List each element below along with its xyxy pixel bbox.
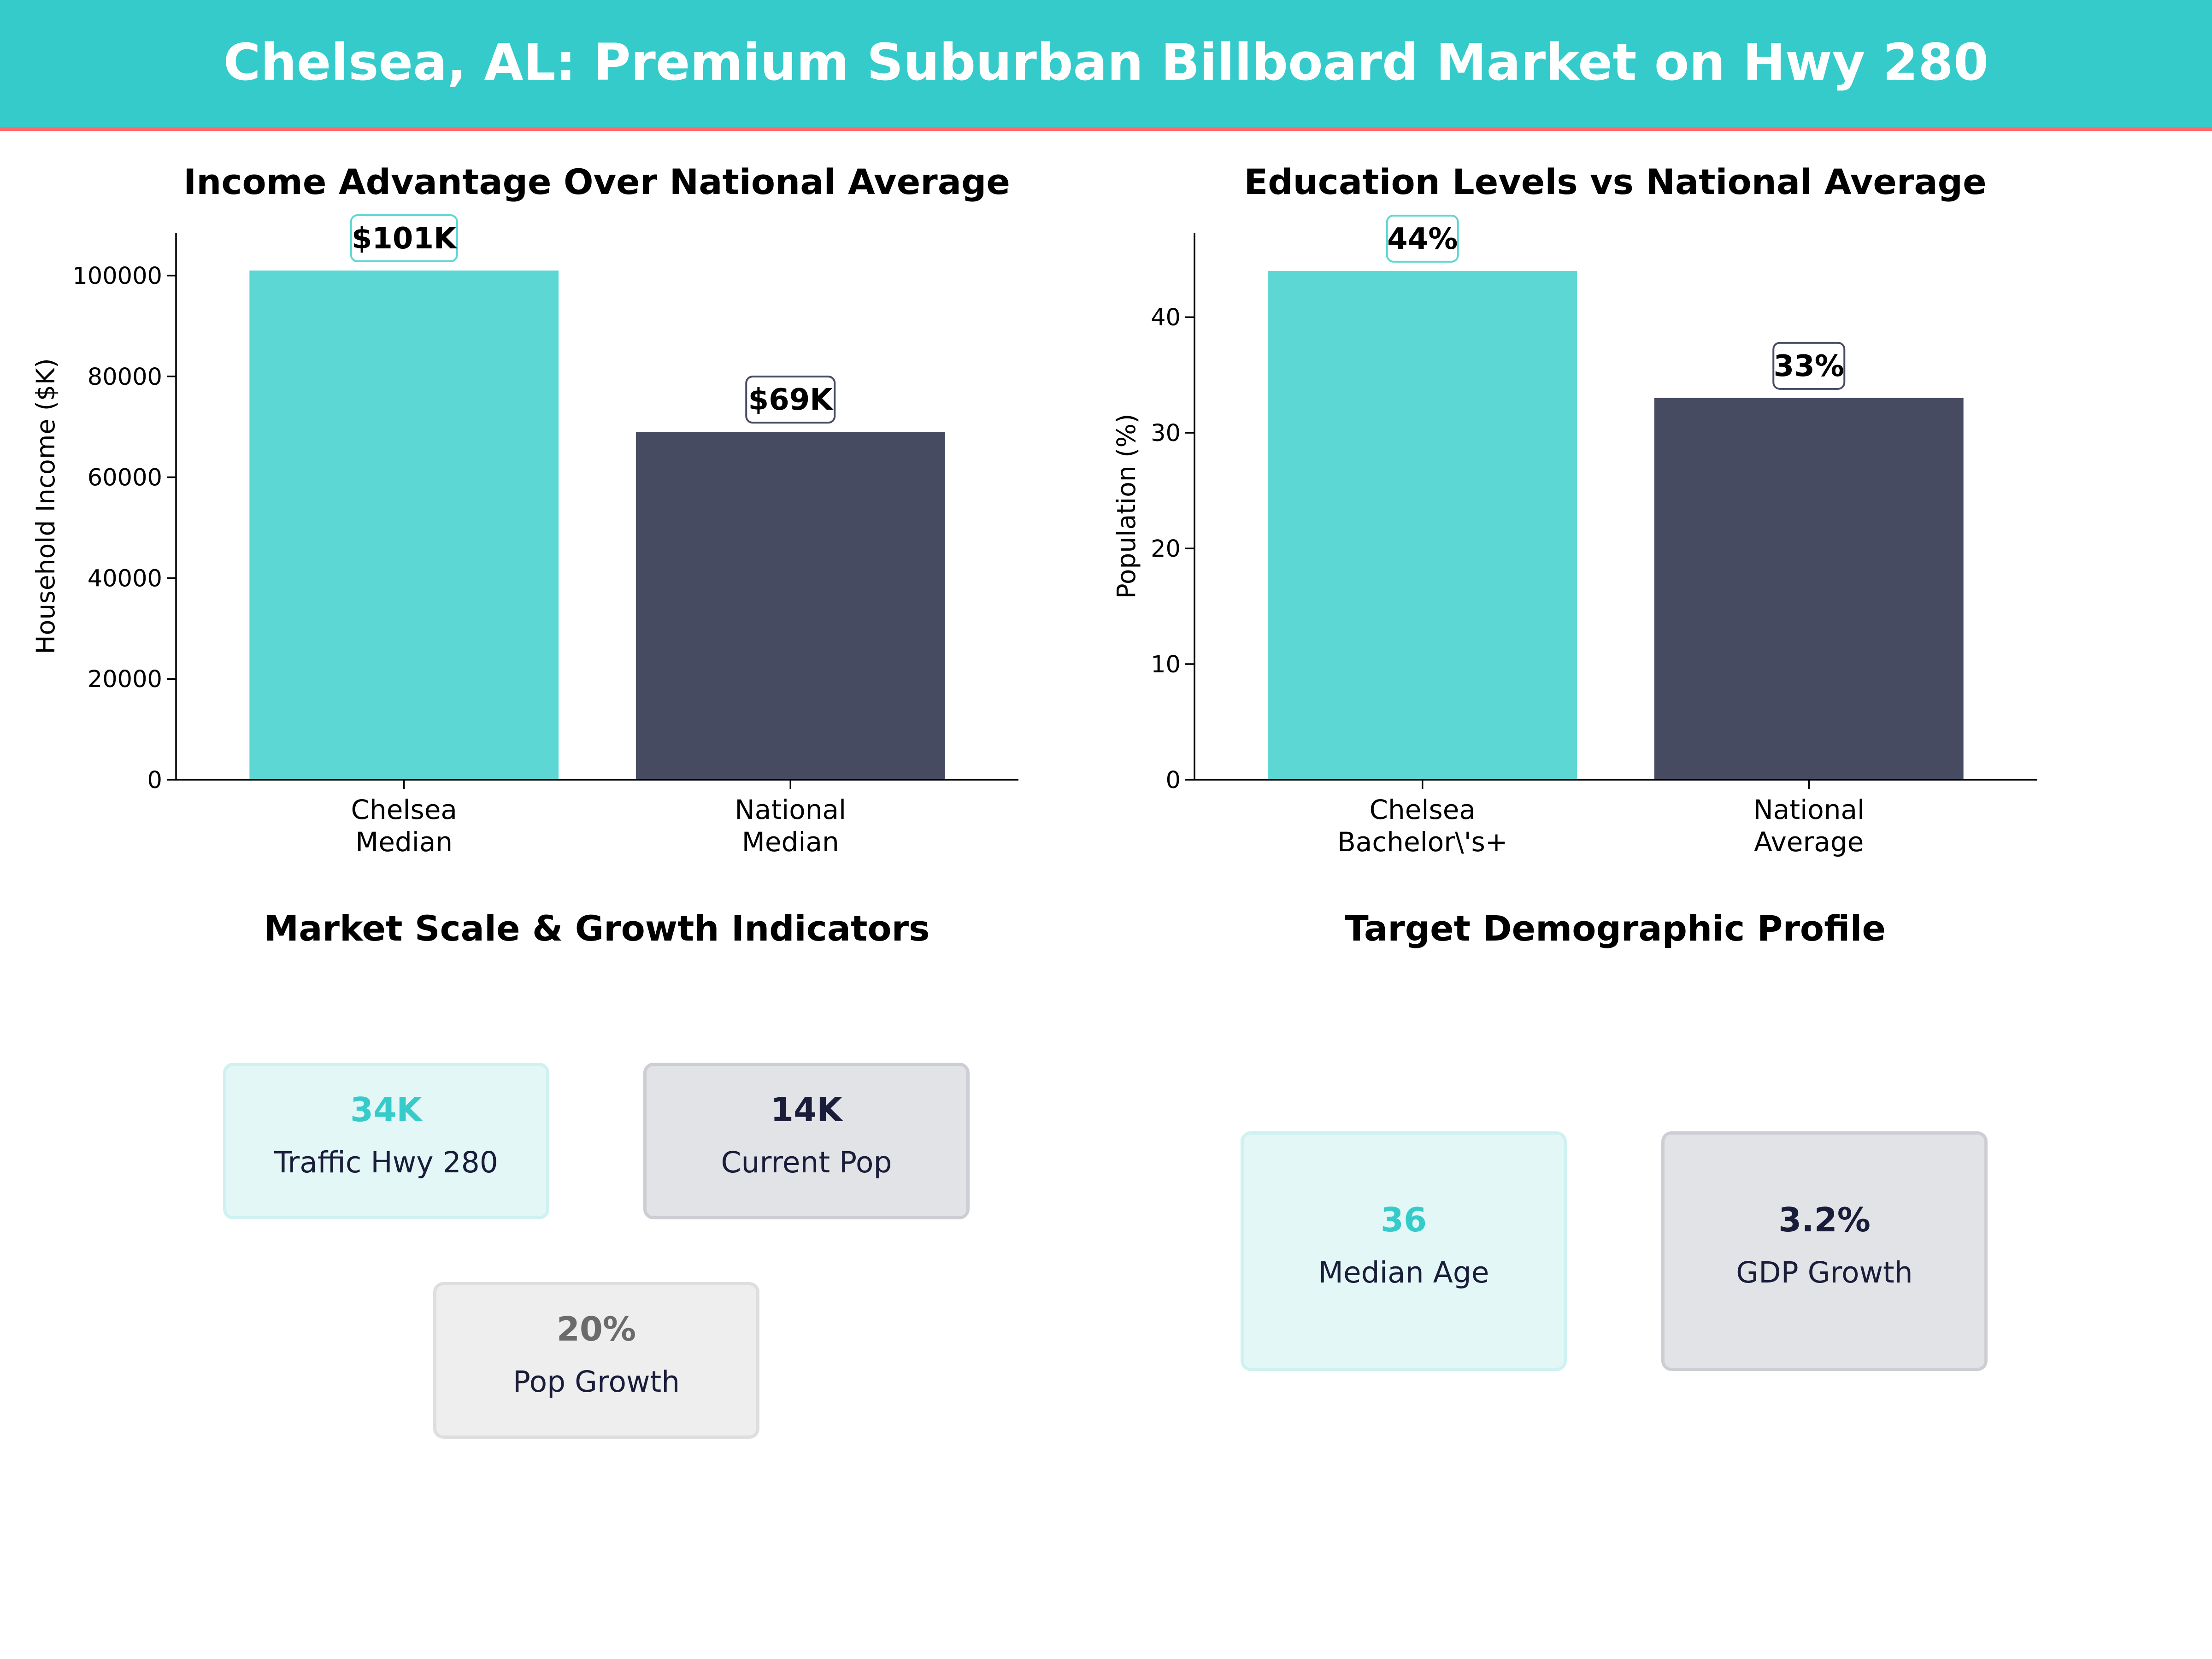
data-label-box: [1386, 214, 1459, 263]
y-tick-label: 0: [147, 767, 162, 794]
kpi-card-traffic: 34K Traffic Hwy 280: [223, 1063, 549, 1219]
x-tick-label: National: [1753, 794, 1865, 825]
data-label: $101K: [352, 222, 458, 256]
y-tick-label: 40000: [88, 565, 162, 592]
kpi-label: Median Age: [1318, 1256, 1489, 1289]
kpi-label: GDP Growth: [1736, 1256, 1913, 1289]
market-scale-title: Market Scale & Growth Indicators: [264, 908, 930, 949]
kpi-value: 3.2%: [1778, 1200, 1871, 1239]
bar: [635, 432, 945, 780]
bar: [249, 271, 559, 780]
bar: [1268, 271, 1577, 780]
x-tick-label: Chelsea: [1369, 794, 1476, 825]
x-tick-label: Bachelor\'s+: [1337, 826, 1507, 858]
income-chart-title: Income Advantage Over National Average: [183, 161, 1010, 202]
y-tick-label: 20: [1151, 535, 1181, 563]
kpi-value: 36: [1380, 1200, 1427, 1239]
x-tick-label: Median: [355, 826, 453, 858]
kpi-value: 20%: [556, 1310, 636, 1348]
x-tick-label: Chelsea: [351, 794, 457, 825]
kpi-value: 14K: [771, 1090, 842, 1129]
y-tick-label: 100000: [72, 263, 162, 290]
kpi-label: Traffic Hwy 280: [274, 1146, 498, 1179]
y-axis-title: Household Income ($K): [31, 358, 60, 654]
y-tick-label: 20000: [88, 666, 162, 693]
kpi-label: Current Pop: [721, 1146, 892, 1179]
y-tick-label: 0: [1166, 767, 1181, 794]
kpi-label: Pop Growth: [512, 1365, 680, 1399]
x-tick-label: National: [735, 794, 846, 825]
kpi-card-pop-growth: 20% Pop Growth: [433, 1282, 759, 1439]
bar: [1654, 398, 1964, 780]
y-axis-title: Population (%): [1112, 414, 1141, 599]
data-label-box: [350, 214, 458, 263]
data-label: $69K: [748, 383, 834, 417]
kpi-card-gdp-growth: 3.2% GDP Growth: [1661, 1131, 1988, 1371]
kpi-card-current-pop: 14K Current Pop: [643, 1063, 970, 1219]
y-tick-label: 40: [1151, 304, 1181, 331]
header-banner: Chelsea, AL: Premium Suburban Billboard …: [0, 0, 2212, 131]
education-chart-title: Education Levels vs National Average: [1244, 161, 1987, 202]
y-tick-label: 60000: [88, 465, 162, 492]
page-title: Chelsea, AL: Premium Suburban Billboard …: [223, 33, 1989, 92]
x-tick-label: Median: [742, 826, 839, 858]
data-label: 44%: [1387, 222, 1458, 256]
data-label: 33%: [1774, 349, 1844, 383]
x-tick-label: Average: [1754, 826, 1864, 858]
y-tick-label: 80000: [88, 364, 162, 391]
y-tick-label: 10: [1151, 651, 1181, 678]
kpi-value: 34K: [350, 1090, 422, 1129]
kpi-card-median-age: 36 Median Age: [1241, 1131, 1567, 1371]
demographics-title: Target Demographic Profile: [1344, 908, 1886, 949]
y-tick-label: 30: [1151, 420, 1181, 447]
data-label-box: [745, 376, 836, 424]
data-label-box: [1772, 341, 1846, 390]
